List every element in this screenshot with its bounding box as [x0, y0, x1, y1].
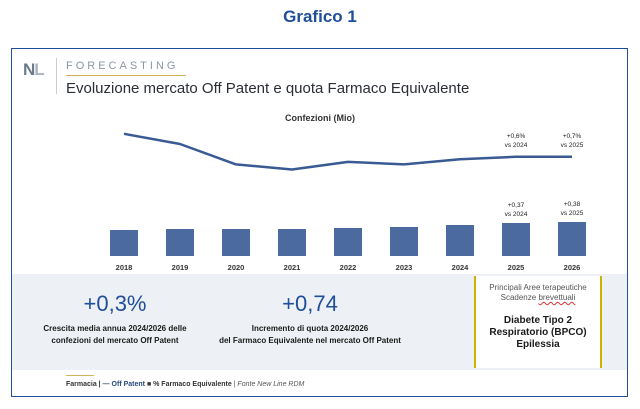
- brand-logo: NL: [23, 60, 45, 80]
- logo-l: L: [34, 60, 44, 79]
- annotation-label: +0,7%: [563, 133, 582, 140]
- section-kicker: FORECASTING: [66, 60, 179, 72]
- annotation-label: vs 2024: [505, 142, 528, 149]
- figure-heading: Grafico 1: [283, 7, 357, 26]
- bar-2023: [390, 227, 418, 256]
- stat-share-desc: Incremento di quota 2024/2026 del Farmac…: [205, 323, 415, 347]
- x-tick-label: 2018: [116, 263, 133, 272]
- areas-header-line2a: Scadenze: [500, 293, 539, 302]
- areas-header-line2b: brevettuali: [538, 293, 576, 302]
- annotation-label: vs 2025: [561, 142, 584, 149]
- logo-divider: [56, 58, 57, 94]
- bar-2025: [502, 223, 530, 256]
- legend-off-patent: — Off Patent: [102, 381, 145, 388]
- stat-share-desc-line1: Incremento di quota 2024/2026: [251, 324, 369, 333]
- stat-share-value: +0,74: [282, 291, 338, 316]
- x-tick-label: 2020: [228, 263, 245, 272]
- x-tick-label: 2024: [452, 263, 470, 272]
- x-tick-label: 2023: [396, 263, 413, 272]
- bar-2018: [110, 230, 138, 256]
- area-item: Diabete Tipo 2: [503, 315, 573, 326]
- annotation-label: +0,37: [508, 202, 525, 209]
- x-tick-label: 2019: [172, 263, 189, 272]
- x-axis-ticks: 2018 2019 2020 2021 2022 2023 2024 2025 2026: [116, 263, 581, 272]
- stat-growth-desc: Crescita media annua 2024/2026 delle con…: [30, 323, 200, 347]
- bar-2019: [166, 229, 194, 256]
- stat-growth-desc-line2: confezioni del mercato Off Patent: [51, 336, 179, 345]
- stat-growth-value: +0,3%: [83, 291, 147, 316]
- areas-header-line2: Scadenze brevettuali: [476, 293, 600, 303]
- bar-2026: [558, 222, 586, 256]
- bar-2022: [334, 228, 362, 256]
- stat-share: +0,74 Incremento di quota 2024/2026 del …: [205, 291, 415, 347]
- line-series: [123, 132, 572, 171]
- area-item: Epilessia: [516, 339, 560, 350]
- kicker-underline: [66, 75, 186, 76]
- annotation-label: vs 2025: [561, 210, 584, 217]
- areas-list: Diabete Tipo 2 Respiratorio (BPCO) Epile…: [476, 315, 600, 351]
- stat-growth: +0,3% Crescita media annua 2024/2026 del…: [30, 291, 200, 347]
- logo-n: N: [23, 60, 35, 79]
- annotation-label: +0,38: [564, 201, 581, 208]
- annotation-label: vs 2024: [505, 211, 528, 218]
- bar-series: [110, 222, 586, 256]
- footer-rule: [66, 375, 94, 376]
- footer-legend: Farmacia | — Off Patent ■ % Farmaco Equi…: [66, 381, 304, 388]
- therapeutic-areas-box: Principali Aree terapeutiche Scadenze br…: [474, 276, 602, 368]
- footer-farmacia: Farmacia |: [66, 381, 101, 388]
- chart-subtitle: Confezioni (Mio): [285, 113, 355, 123]
- annotation-label: +0,6%: [507, 133, 526, 140]
- area-item: Respiratorio (BPCO): [489, 327, 587, 338]
- line-farmaco-equivalente: [123, 132, 572, 171]
- areas-header-line1: Principali Aree terapeutiche: [489, 283, 587, 292]
- x-tick-label: 2021: [284, 263, 301, 272]
- stat-share-desc-line2: del Farmaco Equivalente nel mercato Off …: [219, 336, 401, 345]
- legend-equivalente: ■ % Farmaco Equivalente: [146, 381, 232, 388]
- chart-title: Evoluzione mercato Off Patent e quota Fa…: [66, 80, 470, 97]
- bar-2021: [278, 229, 306, 256]
- stat-growth-desc-line1: Crescita media annua 2024/2026 delle: [43, 324, 187, 333]
- annotations: +0,6% vs 2024 +0,7% vs 2025 +0,37 vs 2024 +0,3…: [505, 133, 584, 218]
- areas-header: Principali Aree terapeutiche Scadenze br…: [476, 283, 600, 303]
- x-tick-label: 2025: [508, 263, 525, 272]
- x-tick-label: 2026: [564, 263, 581, 272]
- bar-2024: [446, 225, 474, 256]
- x-tick-label: 2022: [340, 263, 357, 272]
- footer-source: | Fonte New Line RDM: [233, 381, 305, 388]
- bar-2020: [222, 229, 250, 256]
